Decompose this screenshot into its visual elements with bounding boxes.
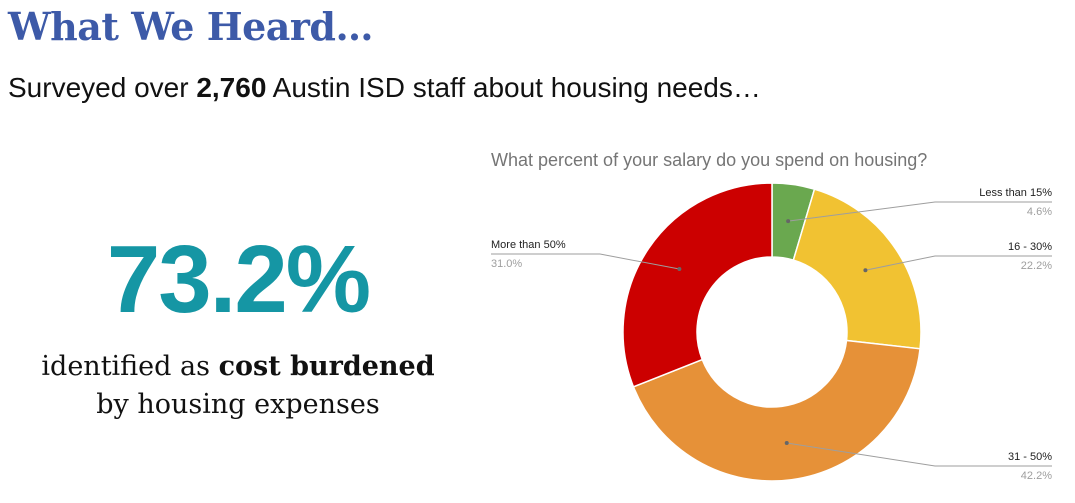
leader-line-less-than-15	[788, 201, 1052, 222]
page-title: What We Heard…	[8, 4, 373, 49]
leader-dot-31-50	[784, 441, 789, 446]
slice-value-less-than-15: 4.6%	[1027, 206, 1052, 218]
slice-value-more-than-50: 31.0%	[491, 258, 522, 270]
slice-label-31-50: 31 - 50%	[1008, 451, 1052, 463]
leader-line-more-than-50	[491, 253, 680, 270]
slice-more-than-50	[622, 182, 773, 388]
chart-slices	[622, 182, 922, 482]
leader-line-16-30	[865, 255, 1052, 271]
slice-16-30	[792, 188, 922, 350]
slice-value-16-30: 22.2%	[1021, 260, 1052, 272]
survey-subtitle: Surveyed over 2,760 Austin ISD staff abo…	[8, 72, 761, 104]
stat-caption-bold: cost burdened	[218, 351, 435, 382]
slice-label-16-30: 16 - 30%	[1008, 241, 1052, 253]
stat-value: 73.2%	[106, 226, 371, 333]
chart-leader-lines	[491, 201, 1052, 467]
stat-caption-line1: identified as cost burdened	[18, 348, 458, 386]
leader-dot-16-30	[863, 268, 868, 273]
slice-value-31-50: 42.2%	[1021, 470, 1052, 482]
slice-label-more-than-50: More than 50%	[491, 239, 566, 251]
subtitle-prefix: Surveyed over	[8, 72, 197, 103]
leader-dot-less-than-15	[786, 219, 791, 224]
chart-labels: Less than 15% 4.6% 16 - 30% 22.2% 31 - 50% 42…	[491, 187, 1052, 482]
slice-31-50	[632, 339, 921, 482]
slice-label-less-than-15: Less than 15%	[979, 187, 1052, 199]
leader-dot-more-than-50	[677, 267, 682, 272]
stat-caption: identified as cost burdened by housing e…	[18, 348, 458, 424]
subtitle-suffix: Austin ISD staff about housing needs…	[266, 72, 761, 103]
survey-count: 2,760	[196, 72, 267, 103]
chart-title: What percent of your salary do you spend…	[491, 150, 927, 170]
stat-caption-line2: by housing expenses	[96, 389, 380, 420]
stat-caption-prefix: identified as	[41, 351, 219, 382]
leader-line-31-50	[786, 442, 1052, 467]
